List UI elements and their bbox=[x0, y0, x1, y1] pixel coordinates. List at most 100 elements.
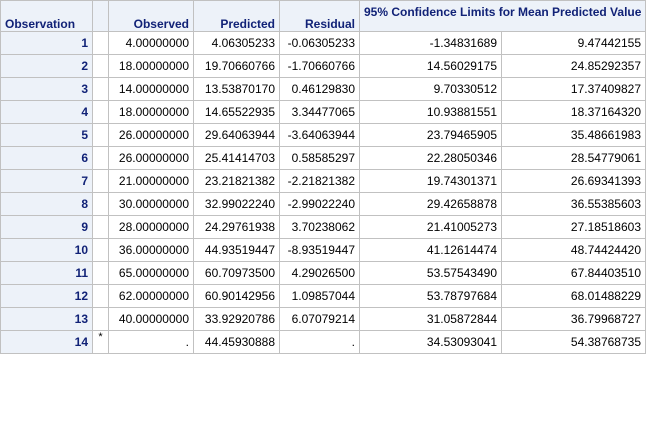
observed-cell: 36.00000000 bbox=[108, 238, 194, 262]
residual-cell: -2.99022240 bbox=[279, 192, 360, 216]
observation-number-cell: 7 bbox=[0, 169, 93, 193]
observed-cell: 26.00000000 bbox=[108, 123, 194, 147]
observation-number-cell: 2 bbox=[0, 54, 93, 78]
residual-cell: -2.21821382 bbox=[279, 169, 360, 193]
predicted-cell: 29.64063944 bbox=[193, 123, 280, 147]
lower-limit-cell: -1.34831689 bbox=[359, 31, 502, 55]
predicted-cell: 23.21821382 bbox=[193, 169, 280, 193]
predicted-cell: 44.45930888 bbox=[193, 330, 280, 354]
upper-limit-cell: 67.84403510 bbox=[501, 261, 646, 285]
lower-limit-cell: 31.05872844 bbox=[359, 307, 502, 331]
lower-limit-cell: 10.93881551 bbox=[359, 100, 502, 124]
missing-flag-cell bbox=[92, 284, 109, 308]
residual-cell: 3.70238062 bbox=[279, 215, 360, 239]
table-row: 2 18.00000000 19.70660766 -1.70660766 14.560… bbox=[0, 54, 646, 78]
predicted-cell: 32.99022240 bbox=[193, 192, 280, 216]
lower-limit-cell: 53.57543490 bbox=[359, 261, 502, 285]
table-row: 11 65.00000000 60.70973500 4.29026500 53.575… bbox=[0, 261, 646, 285]
missing-flag-cell bbox=[92, 31, 109, 55]
flag-header bbox=[92, 0, 109, 32]
table-row: 8 30.00000000 32.99022240 -2.99022240 29.426… bbox=[0, 192, 646, 216]
observation-number-cell: 9 bbox=[0, 215, 93, 239]
residual-header: Residual bbox=[279, 0, 360, 32]
observation-number-cell: 10 bbox=[0, 238, 93, 262]
lower-limit-cell: 41.12614474 bbox=[359, 238, 502, 262]
confidence-limits-header: 95% Confidence Limits for Mean Predicted… bbox=[359, 0, 646, 32]
table-row: 9 28.00000000 24.29761938 3.70238062 21.4100… bbox=[0, 215, 646, 239]
missing-flag-cell bbox=[92, 169, 109, 193]
output-statistics-table: Observation Observed Predicted Residual … bbox=[0, 0, 646, 354]
observation-number-cell: 12 bbox=[0, 284, 93, 308]
upper-limit-cell: 17.37409827 bbox=[501, 77, 646, 101]
upper-limit-cell: 35.48661983 bbox=[501, 123, 646, 147]
lower-limit-cell: 34.53093041 bbox=[359, 330, 502, 354]
observation-number-cell: 6 bbox=[0, 146, 93, 170]
observation-number-cell: 5 bbox=[0, 123, 93, 147]
lower-limit-cell: 9.70330512 bbox=[359, 77, 502, 101]
observed-header: Observed bbox=[108, 0, 194, 32]
upper-limit-cell: 48.74424420 bbox=[501, 238, 646, 262]
observed-cell: 28.00000000 bbox=[108, 215, 194, 239]
residual-cell: 1.09857044 bbox=[279, 284, 360, 308]
missing-flag-cell bbox=[92, 307, 109, 331]
predicted-cell: 60.90142956 bbox=[193, 284, 280, 308]
missing-flag-cell: * bbox=[92, 330, 109, 354]
observed-cell: 18.00000000 bbox=[108, 54, 194, 78]
upper-limit-cell: 28.54779061 bbox=[501, 146, 646, 170]
lower-limit-cell: 22.28050346 bbox=[359, 146, 502, 170]
predicted-cell: 33.92920786 bbox=[193, 307, 280, 331]
predicted-cell: 14.65522935 bbox=[193, 100, 280, 124]
lower-limit-cell: 53.78797684 bbox=[359, 284, 502, 308]
residual-cell: 3.34477065 bbox=[279, 100, 360, 124]
lower-limit-cell: 23.79465905 bbox=[359, 123, 502, 147]
missing-flag-cell bbox=[92, 146, 109, 170]
observed-cell: 62.00000000 bbox=[108, 284, 194, 308]
predicted-cell: 25.41414703 bbox=[193, 146, 280, 170]
upper-limit-cell: 54.38768735 bbox=[501, 330, 646, 354]
observed-cell: . bbox=[108, 330, 194, 354]
predicted-cell: 4.06305233 bbox=[193, 31, 280, 55]
observed-cell: 65.00000000 bbox=[108, 261, 194, 285]
table-row: 7 21.00000000 23.21821382 -2.21821382 19.743… bbox=[0, 169, 646, 193]
observation-number-cell: 4 bbox=[0, 100, 93, 124]
table-row: 12 62.00000000 60.90142956 1.09857044 53.787… bbox=[0, 284, 646, 308]
predicted-cell: 19.70660766 bbox=[193, 54, 280, 78]
observed-cell: 18.00000000 bbox=[108, 100, 194, 124]
observation-number-cell: 13 bbox=[0, 307, 93, 331]
residual-cell: -8.93519447 bbox=[279, 238, 360, 262]
upper-limit-cell: 26.69341393 bbox=[501, 169, 646, 193]
residual-cell: -0.06305233 bbox=[279, 31, 360, 55]
missing-flag-cell bbox=[92, 215, 109, 239]
lower-limit-cell: 14.56029175 bbox=[359, 54, 502, 78]
table-row: 5 26.00000000 29.64063944 -3.64063944 23.794… bbox=[0, 123, 646, 147]
table-row: 10 36.00000000 44.93519447 -8.93519447 41.12… bbox=[0, 238, 646, 262]
upper-limit-cell: 9.47442155 bbox=[501, 31, 646, 55]
observation-number-cell: 8 bbox=[0, 192, 93, 216]
lower-limit-cell: 21.41005273 bbox=[359, 215, 502, 239]
table-row: 6 26.00000000 25.41414703 0.58585297 22.2805… bbox=[0, 146, 646, 170]
observed-cell: 40.00000000 bbox=[108, 307, 194, 331]
upper-limit-cell: 27.18518603 bbox=[501, 215, 646, 239]
residual-cell: 4.29026500 bbox=[279, 261, 360, 285]
observed-cell: 21.00000000 bbox=[108, 169, 194, 193]
observed-cell: 14.00000000 bbox=[108, 77, 194, 101]
table-row: 1 4.00000000 4.06305233 -0.06305233 -1.34831… bbox=[0, 31, 646, 55]
residual-cell: -1.70660766 bbox=[279, 54, 360, 78]
residual-cell: -3.64063944 bbox=[279, 123, 360, 147]
missing-flag-cell bbox=[92, 100, 109, 124]
residual-cell: . bbox=[279, 330, 360, 354]
table-row: 13 40.00000000 33.92920786 6.07079214 31.058… bbox=[0, 307, 646, 331]
missing-flag-cell bbox=[92, 54, 109, 78]
residual-cell: 6.07079214 bbox=[279, 307, 360, 331]
observation-header: Observation bbox=[0, 0, 93, 32]
upper-limit-cell: 24.85292357 bbox=[501, 54, 646, 78]
table-body: 1 4.00000000 4.06305233 -0.06305233 -1.34831… bbox=[0, 31, 646, 354]
missing-flag-cell bbox=[92, 77, 109, 101]
observation-number-cell: 14 bbox=[0, 330, 93, 354]
upper-limit-cell: 68.01488229 bbox=[501, 284, 646, 308]
observed-cell: 4.00000000 bbox=[108, 31, 194, 55]
predicted-cell: 24.29761938 bbox=[193, 215, 280, 239]
observation-number-cell: 1 bbox=[0, 31, 93, 55]
lower-limit-cell: 29.42658878 bbox=[359, 192, 502, 216]
lower-limit-cell: 19.74301371 bbox=[359, 169, 502, 193]
